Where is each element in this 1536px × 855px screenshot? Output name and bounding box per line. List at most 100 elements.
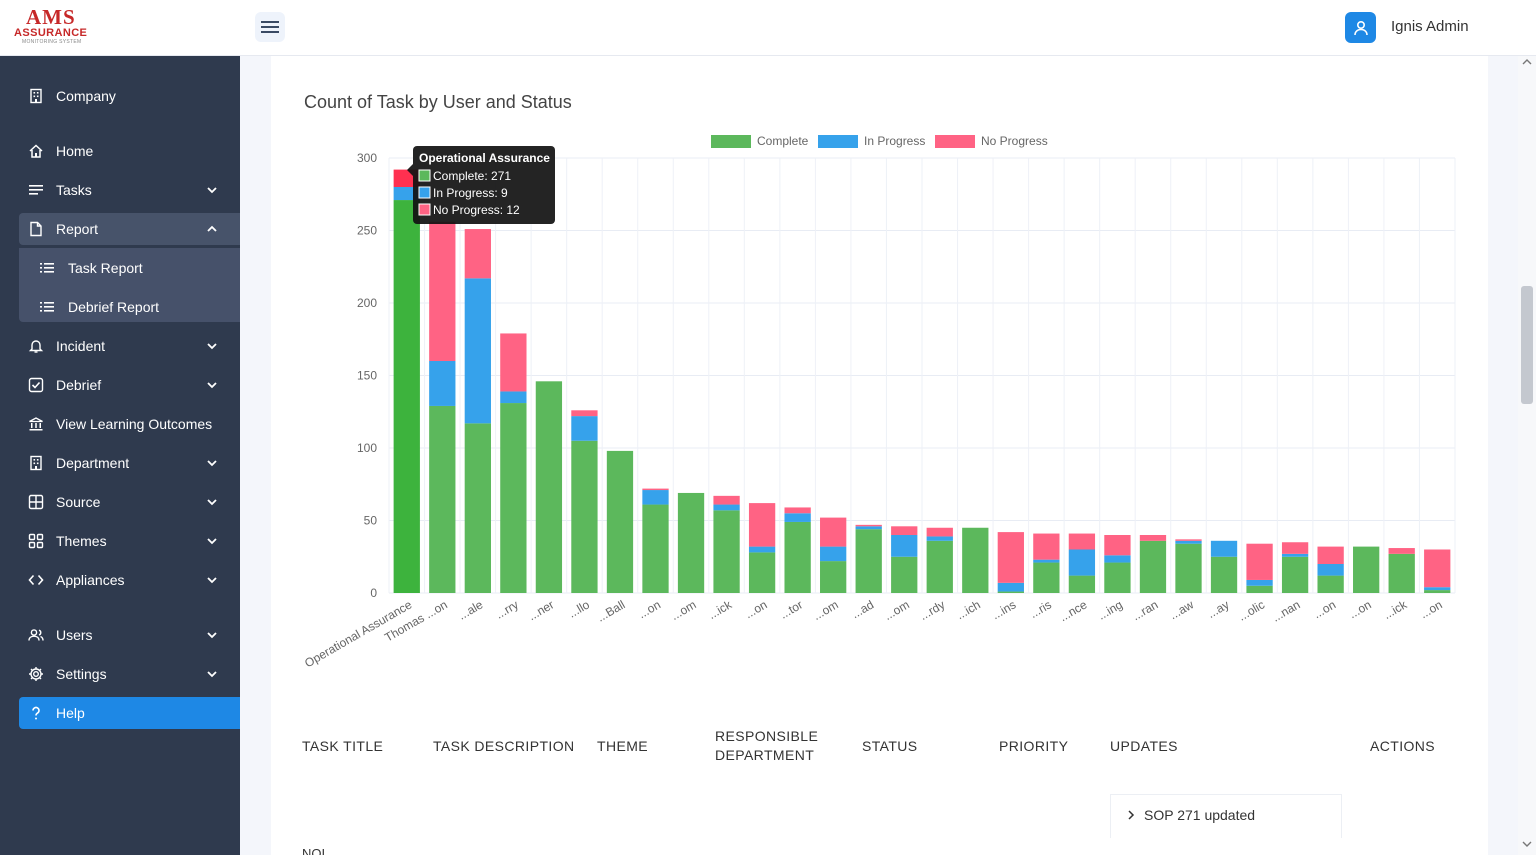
bar-segment xyxy=(1033,533,1060,560)
bar-segment xyxy=(784,507,811,514)
sidebar-item-company[interactable]: Company xyxy=(19,80,240,112)
chevron-down-icon xyxy=(207,671,217,678)
col-status[interactable]: STATUS xyxy=(862,738,918,754)
chevron-right-icon xyxy=(1128,810,1135,820)
tooltip-title: Operational Assurance xyxy=(419,151,550,165)
bar-segment xyxy=(1175,543,1202,593)
x-tick-label: ...ick xyxy=(706,597,735,622)
scroll-up-arrow-icon[interactable] xyxy=(1522,58,1532,66)
brand-sub: ASSURANCE xyxy=(14,27,88,39)
legend-swatch xyxy=(818,135,858,148)
col-actions[interactable]: ACTIONS xyxy=(1370,738,1436,754)
legend-label: In Progress xyxy=(864,134,925,148)
sidebar-item-view-learning-outcomes[interactable]: View Learning Outcomes xyxy=(19,408,240,440)
bar-segment xyxy=(1033,559,1060,563)
bar-segment xyxy=(1033,562,1060,593)
col-priority[interactable]: PRIORITY xyxy=(999,738,1069,754)
sidebar-item-department[interactable]: Department xyxy=(19,447,240,479)
sidebar-item-debrief[interactable]: Debrief xyxy=(19,369,240,401)
bar-segment xyxy=(997,582,1024,592)
bank-icon xyxy=(29,417,43,431)
bar-segment xyxy=(1068,575,1096,593)
sidebar-item-home[interactable]: Home xyxy=(19,135,240,167)
checkbox-icon xyxy=(28,377,44,393)
scroll-down-arrow-icon[interactable] xyxy=(1522,840,1532,848)
col-responsible-department[interactable]: RESPONSIBLE DEPARTMENT xyxy=(715,727,819,765)
col-updates[interactable]: UPDATES xyxy=(1110,738,1178,754)
bar-segment xyxy=(429,405,456,593)
bar-segment xyxy=(1210,556,1238,593)
bar-segment xyxy=(1068,549,1096,576)
bar-segment xyxy=(571,410,598,417)
col-responsible-line1: RESPONSIBLE xyxy=(715,728,819,744)
sidebar-item-help[interactable]: Help xyxy=(19,697,240,729)
user-icon xyxy=(1353,20,1368,35)
x-tick-label: ...ale xyxy=(456,597,486,622)
sidebar-item-task-report[interactable]: Task Report xyxy=(19,248,240,287)
update-item[interactable]: SOP 271 updated xyxy=(1126,807,1255,823)
col-theme[interactable]: THEME xyxy=(597,738,648,754)
legend-label: No Progress xyxy=(981,134,1048,148)
table-row-title: NOI xyxy=(302,846,326,855)
x-tick-label: ...om xyxy=(811,597,841,622)
bar-segment xyxy=(855,524,882,527)
chevron-down-icon xyxy=(207,577,217,584)
sidebar-item-debrief-report[interactable]: Debrief Report xyxy=(19,287,240,322)
legend-swatch xyxy=(711,135,751,148)
x-tick-label: ...ick xyxy=(1381,597,1410,622)
x-tick-label: ...olic xyxy=(1236,597,1267,623)
x-tick-label: ...ins xyxy=(989,597,1018,622)
chevron-down-icon xyxy=(207,499,217,506)
bar-segment xyxy=(748,552,776,593)
building-icon xyxy=(30,88,42,104)
sidebar-item-themes[interactable]: Themes xyxy=(19,525,240,557)
x-tick-label: ...on xyxy=(1311,597,1338,621)
page-scrollbar[interactable] xyxy=(1518,56,1536,855)
x-tick-label: ...ing xyxy=(1095,597,1125,622)
col-task-title[interactable]: TASK TITLE xyxy=(302,738,384,754)
bar-segment xyxy=(464,229,491,279)
sidebar-item-report[interactable]: Report xyxy=(19,213,240,245)
brand-tagline: MONITORING SYSTEM xyxy=(22,39,82,45)
updates-box xyxy=(1110,794,1342,838)
bar-segment xyxy=(1104,535,1131,556)
bar-segment xyxy=(748,546,776,553)
bar-segment xyxy=(393,200,420,594)
menu-toggle-button[interactable] xyxy=(255,12,285,42)
bar-segment xyxy=(820,561,847,593)
bar-segment xyxy=(855,526,882,530)
bar-segment xyxy=(606,450,634,593)
bar-segment xyxy=(535,381,563,593)
sidebar-item-users[interactable]: Users xyxy=(19,619,240,651)
bar-segment xyxy=(926,536,953,541)
x-tick-label: ...ner xyxy=(526,597,557,623)
list-icon xyxy=(40,302,54,312)
bar-segment xyxy=(997,591,1024,593)
tooltip-line: No Progress: 12 xyxy=(433,203,520,217)
x-tick-label: ...llo xyxy=(566,597,592,620)
hamburger-icon xyxy=(261,21,279,33)
user-name[interactable]: Ignis Admin xyxy=(1391,18,1469,35)
sidebar-item-tasks[interactable]: Tasks xyxy=(19,174,240,206)
brand-logo[interactable]: AMS ASSURANCE MONITORING SYSTEM xyxy=(14,7,88,47)
bar-segment xyxy=(891,526,918,535)
tasks-icon xyxy=(29,185,43,195)
chart-container: 0 50 100 150 200 250 300 Operational Assurance T… xyxy=(300,125,1480,705)
tooltip-caret xyxy=(407,164,413,176)
list-icon xyxy=(40,263,54,273)
y-tick-label: 150 xyxy=(357,369,377,383)
code-icon xyxy=(28,574,44,586)
scrollbar-thumb[interactable] xyxy=(1521,286,1533,404)
bar-segment xyxy=(1424,587,1451,591)
sidebar-item-settings[interactable]: Settings xyxy=(19,658,240,690)
user-avatar[interactable] xyxy=(1345,12,1376,43)
sidebar-item-incident[interactable]: Incident xyxy=(19,330,240,362)
x-tick-label: ...ay xyxy=(1205,597,1232,620)
file-icon xyxy=(30,221,42,237)
x-tick-label: ...om xyxy=(882,597,912,622)
x-tick-label: ...ad xyxy=(849,597,876,621)
sidebar-item-appliances[interactable]: Appliances xyxy=(19,564,240,596)
col-task-description[interactable]: TASK DESCRIPTION xyxy=(433,738,575,754)
sidebar-item-source[interactable]: Source xyxy=(19,486,240,518)
bar-segment xyxy=(1424,590,1451,593)
